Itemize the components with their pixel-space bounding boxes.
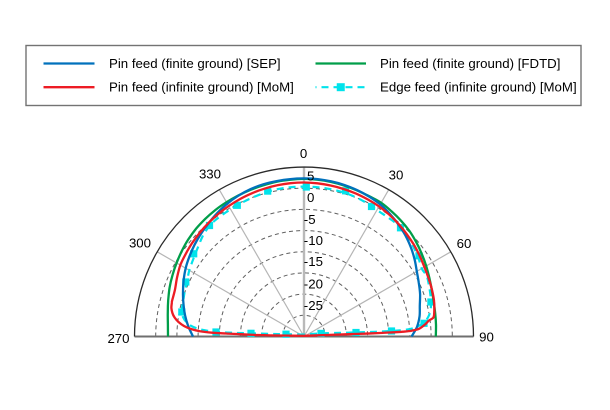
svg-text:0: 0	[307, 190, 314, 205]
svg-text:30: 30	[389, 168, 404, 183]
svg-text:Pin feed (infinite ground) [Mo: Pin feed (infinite ground) [MoM]	[109, 80, 294, 95]
svg-text:-10: -10	[304, 233, 323, 248]
svg-text:-15: -15	[304, 254, 323, 269]
svg-text:90: 90	[479, 329, 494, 344]
svg-text:-5: -5	[304, 212, 316, 227]
svg-text:-20: -20	[304, 276, 323, 291]
svg-text:5: 5	[307, 169, 314, 184]
svg-text:Pin feed (finite ground) [FDTD: Pin feed (finite ground) [FDTD]	[380, 56, 560, 71]
svg-text:Pin feed (finite ground) [SEP]: Pin feed (finite ground) [SEP]	[109, 56, 281, 71]
svg-text:270: 270	[107, 331, 129, 346]
svg-text:330: 330	[199, 167, 221, 182]
svg-text:300: 300	[129, 236, 151, 251]
svg-text:-25: -25	[304, 298, 323, 313]
svg-text:60: 60	[457, 236, 472, 251]
svg-text:0: 0	[300, 146, 307, 161]
svg-text:Edge feed (infinite ground) [M: Edge feed (infinite ground) [MoM]	[380, 80, 577, 95]
